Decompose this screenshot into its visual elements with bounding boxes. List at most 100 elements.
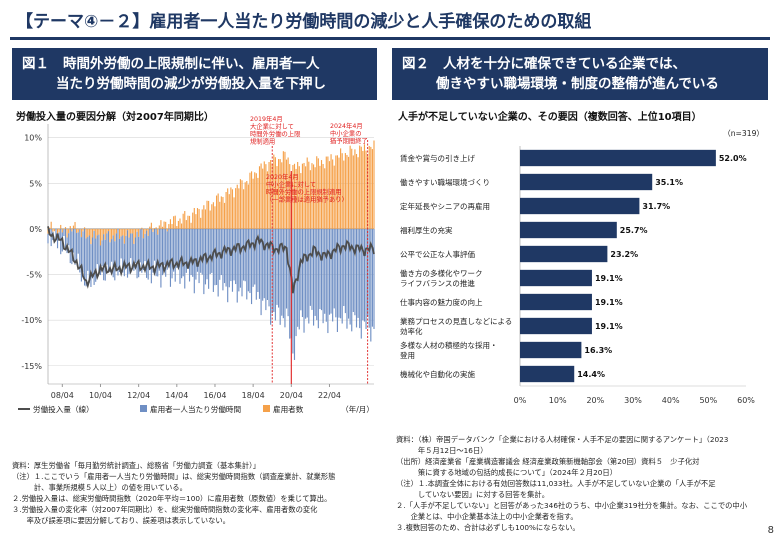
hours-bar	[255, 228, 257, 300]
employees-bar	[99, 228, 102, 246]
hours-bar	[177, 228, 179, 265]
hours-bar	[91, 237, 94, 276]
hours-bar	[60, 228, 62, 255]
hours-bar	[149, 228, 151, 270]
category-label: 機械化や自動化の実施	[400, 369, 475, 379]
figure2-note: （出所）経済産業省「産業構造審議会 経済産業政策新機軸部会（第20回）資料５ 少…	[396, 457, 700, 466]
hours-bar	[370, 228, 372, 342]
employees-bar	[85, 228, 87, 239]
employees-bar	[93, 228, 95, 231]
hours-bar	[196, 228, 199, 272]
hours-bar	[101, 240, 103, 267]
hours-bar	[56, 237, 59, 249]
hours-bar	[349, 228, 351, 325]
employees-bar	[344, 153, 346, 229]
employees-bar	[335, 155, 337, 229]
employees-bar	[53, 228, 55, 232]
y-tick-label: 5%	[29, 179, 42, 188]
x-tick-label: 12/04	[127, 391, 150, 400]
hours-bar	[212, 228, 214, 292]
hours-bar	[357, 228, 359, 318]
hours-bar	[278, 228, 280, 308]
hours-bar	[153, 228, 156, 261]
employees-bar	[198, 209, 200, 229]
employees-bar	[123, 228, 125, 244]
employees-bar	[120, 228, 122, 237]
hours-bar	[112, 235, 114, 278]
employees-bar	[136, 228, 138, 232]
employees-bar	[166, 228, 168, 232]
factor-bar	[520, 317, 592, 335]
employees-bar	[173, 216, 175, 229]
hours-bar	[69, 228, 71, 264]
employees-bar	[347, 156, 350, 229]
employees-bar	[133, 228, 135, 244]
employees-bar	[155, 227, 157, 229]
employees-bar	[72, 225, 75, 229]
category-label: 多様な人材の積極的な採用・登用	[400, 340, 498, 360]
hours-bar	[84, 228, 86, 286]
hours-bar	[136, 231, 138, 279]
figure1-note: 資料：厚生労働省「毎月勤労統計調査」、総務省「労働力調査（基本集計）」	[12, 461, 261, 470]
employees-bar	[209, 210, 211, 229]
hours-bar	[324, 228, 326, 314]
figure2-heading-line1: 人材を十分に確保できている企業では、	[443, 56, 686, 72]
employees-bar	[233, 197, 235, 229]
hours-bar	[316, 228, 318, 321]
title-bar: 【テーマ④－２】雇用者一人当たり労働時間の減少と人手確保のための取組	[10, 6, 770, 40]
hours-bar	[174, 228, 176, 282]
employees-bar	[212, 202, 214, 229]
hours-bar	[171, 228, 173, 279]
hours-bar	[79, 229, 81, 273]
hours-bar	[120, 236, 122, 259]
employees-bar	[257, 177, 259, 229]
employees-bar	[284, 151, 286, 229]
value-label: 19.1%	[595, 298, 623, 307]
annotation-2019: 2019年4月大企業に対して時間外労働の上限規制適用	[250, 116, 301, 146]
employees-bar	[295, 168, 297, 229]
employees-bar	[235, 188, 237, 229]
legend-label: 雇用者一人当たり労働時間	[150, 404, 241, 414]
hours-bar	[362, 228, 364, 321]
x-tick-label: 0%	[514, 396, 527, 405]
employees-bar	[328, 161, 331, 229]
factor-bar	[520, 149, 716, 167]
hours-bar	[309, 228, 311, 306]
hours-bar	[98, 234, 100, 273]
hours-bar	[152, 231, 154, 273]
employees-bar	[147, 228, 149, 236]
employees-bar	[279, 159, 281, 229]
employees-bar	[185, 220, 187, 229]
employees-bar	[190, 222, 192, 229]
employees-bar	[225, 191, 227, 229]
employees-bar	[308, 161, 310, 229]
employees-bar	[360, 146, 362, 229]
figure2-note: 年５月12日～16日）	[396, 446, 488, 455]
legend-hours-swatch	[140, 405, 147, 412]
employees-bar	[349, 145, 351, 229]
employees-bar	[91, 228, 94, 238]
hours-bar	[373, 228, 375, 329]
employees-bar	[365, 150, 367, 229]
hours-bar	[85, 238, 87, 287]
employees-bar	[289, 164, 291, 229]
value-label: 25.7%	[620, 226, 648, 235]
hours-bar	[303, 228, 305, 333]
hours-bar	[347, 228, 350, 319]
hours-bar	[325, 228, 327, 322]
hours-bar	[133, 243, 135, 271]
hours-bar	[211, 228, 213, 273]
hours-bar	[150, 228, 152, 284]
hours-bar	[220, 228, 222, 276]
sample-size-label: （n=319）	[723, 129, 764, 138]
page-title: 【テーマ④－２】雇用者一人当たり労働時間の減少と人手確保のための取組	[16, 12, 592, 32]
hours-bar	[71, 231, 73, 265]
hours-bar	[225, 228, 227, 287]
employees-bar	[333, 165, 335, 229]
employees-bar	[287, 157, 289, 229]
hours-bar	[163, 228, 165, 266]
hours-bar	[268, 228, 270, 307]
hours-bar	[343, 228, 345, 307]
employees-bar	[161, 226, 164, 229]
hours-bar	[338, 228, 340, 318]
